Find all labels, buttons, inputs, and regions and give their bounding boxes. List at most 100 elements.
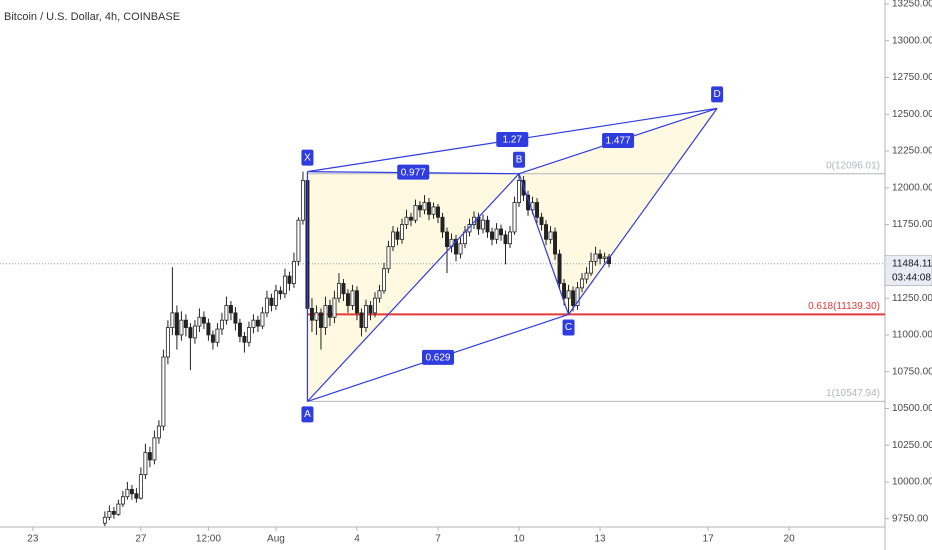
x-tick-label: 17 [703,534,715,545]
x-tick-label: 13 [594,534,606,545]
candle-body [580,278,585,289]
candle-body [363,305,368,328]
candle-body [125,488,130,498]
candle-body [598,253,603,259]
candle-body [210,334,215,343]
ratio-label: 1.27 [496,132,529,148]
candle-body [224,305,229,321]
candle-body [404,216,409,225]
candle-body [382,268,386,292]
pattern-point-box [711,86,724,103]
candle-body [503,234,508,245]
candle-body [228,305,233,314]
candle-body [111,511,116,515]
ratio-label: 1.477 [602,133,635,149]
candle-body [336,283,341,299]
candle-body [161,356,166,427]
pattern-point-box [301,149,314,166]
y-tick-label: 11750.00 [892,219,932,230]
pattern-point: A [301,406,314,423]
candle-body [359,312,364,328]
candle-body [575,287,580,306]
candle-body [499,228,503,236]
candle-body [354,290,359,314]
y-tick-label: 12750.00 [892,72,932,83]
candle-body [237,322,242,337]
candle-body [215,328,220,343]
candle-body [156,425,161,439]
candle-body [553,231,558,255]
x-tick-label: 4 [354,534,360,545]
candle-body [418,205,422,211]
candle-body [219,319,224,330]
pattern-point-box [513,151,526,168]
candle-body [427,202,431,215]
candle-body [188,327,193,339]
y-tick-label: 10500.00 [892,403,932,414]
ratio-label-text: 1.27 [503,135,523,146]
candle-body [129,488,134,495]
pattern-point-label: B [516,154,523,165]
pattern-line [518,173,570,315]
candle-body [179,319,184,336]
candle-body [278,290,283,295]
pattern-point: D [711,86,724,103]
candle-body [548,231,553,240]
candle-body [300,180,305,221]
pattern-line [568,108,718,315]
y-tick-label: 10000.00 [892,477,932,488]
candle-body [494,228,499,240]
candle-body [282,275,287,295]
y-tick-label: 12250.00 [892,146,932,157]
x-tick-label: 27 [135,534,147,545]
candle-body [147,452,152,461]
y-tick-label: 12000.00 [892,182,932,193]
y-tick-label: 13250.00 [892,0,932,10]
pattern-point-label: C [565,322,572,333]
candle-body [152,437,157,461]
chart-title: Bitcoin / U.S. Dollar, 4h, COINBASE [4,11,180,23]
candle-body [165,327,170,358]
candle-body [120,496,125,505]
pattern-line [307,173,520,402]
candle-body [544,224,549,240]
fib-level-label: 1(10547.94) [826,388,880,399]
y-tick-label: 13000.00 [892,35,932,46]
candle-body [273,290,278,306]
candle-body [377,290,382,299]
candle-body [138,474,143,499]
candle-body [341,283,346,295]
candle-body [251,319,256,328]
candle-body [264,297,269,314]
candle-body [116,503,121,515]
candle-body [255,319,260,327]
ratio-label-box [421,349,454,365]
candle-body [134,493,139,499]
candle-body [440,216,445,233]
candle-body [512,202,517,233]
candle-body [458,243,463,255]
candle-body [197,316,202,327]
candle-body [391,231,395,248]
candle-body [535,202,540,218]
y-tick-label: 11250.00 [892,293,932,304]
pattern-point-label: X [304,152,311,163]
ratio-label-box [397,164,430,180]
candle-body [395,231,400,240]
candle-body [431,206,436,215]
ratio-label: 0.977 [397,164,430,180]
candle-body [571,290,576,306]
candle-body [602,256,607,259]
candle-body [490,231,494,240]
candle-body [557,253,562,284]
candle-body [584,272,589,280]
candle-body [332,297,337,318]
pattern-point-label: A [304,409,311,420]
candle-body [436,206,440,218]
countdown-label: 03:44:08 [892,272,931,283]
candle-body [206,322,211,336]
pattern-point: B [513,151,526,168]
y-tick-label: 10750.00 [892,366,932,377]
ratio-label-text: 0.629 [425,353,450,364]
